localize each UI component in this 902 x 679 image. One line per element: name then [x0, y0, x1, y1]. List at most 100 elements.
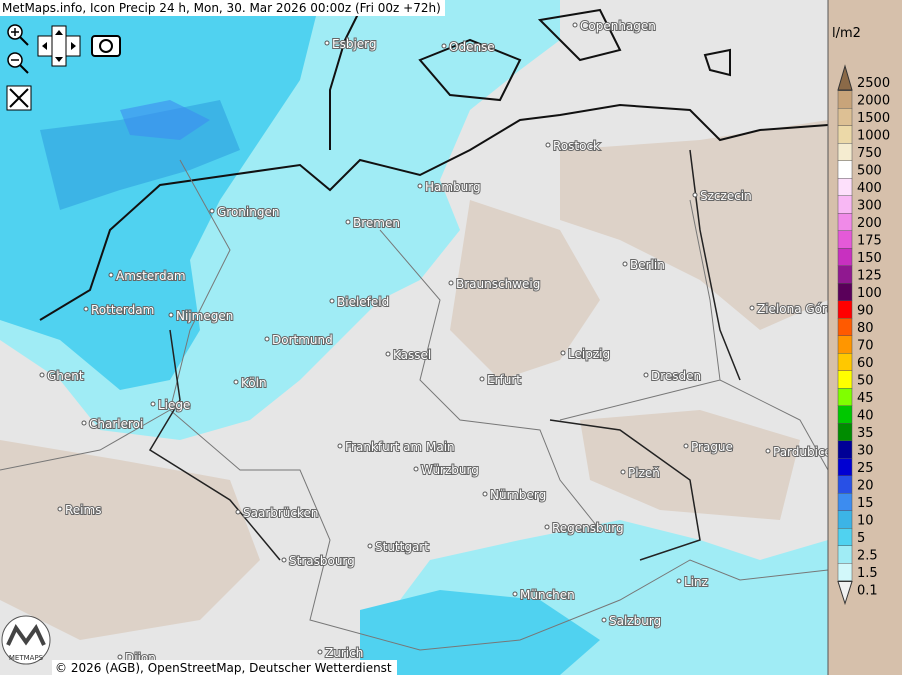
legend-swatch [837, 528, 853, 546]
logo-text: METMAPS [9, 654, 44, 662]
city-label: Zurich [325, 646, 363, 660]
precip-field [0, 0, 828, 675]
legend-label: 750 [857, 146, 882, 161]
legend-label: 20 [857, 479, 874, 494]
city-label: Copenhagen [580, 19, 656, 33]
legend-swatch [837, 388, 853, 406]
legend-swatch [837, 405, 853, 424]
legend-swatch [837, 458, 853, 476]
city-label: Dresden [651, 369, 701, 383]
city-label: Rostock [553, 139, 600, 153]
city-label: Erfurt [487, 373, 521, 387]
city-label: Salzburg [609, 614, 661, 628]
legend-swatch [837, 230, 853, 249]
city-label: Hamburg [425, 180, 481, 194]
city-dot [168, 312, 174, 318]
legend: 2500 2000 1500 1000 750 500 400 300 200 175 150 125… [837, 64, 890, 606]
legend-swatch [837, 510, 853, 529]
city-dot [643, 372, 649, 378]
legend-label: 2500 [857, 76, 890, 91]
fullscreen-button[interactable] [6, 85, 32, 111]
legend-label: 15 [857, 496, 874, 511]
legend-swatch [837, 475, 853, 494]
city-label: Charleroi [89, 417, 143, 431]
city-dot [683, 443, 689, 449]
city-dot [620, 469, 626, 475]
city-dot [545, 142, 551, 148]
city-dot [622, 261, 628, 267]
legend-swatch [837, 370, 853, 389]
screenshot-button[interactable] [91, 35, 121, 57]
city-labels: Copenhagen Esbjerg Odense Rostock Hamburg Szc… [39, 18, 835, 666]
city-dot [329, 298, 335, 304]
legend-swatch [837, 143, 853, 161]
city-label: Ghent [47, 369, 84, 383]
legend-label: 1.5 [857, 566, 878, 581]
legend-swatch [837, 64, 853, 91]
legend-label: 200 [857, 216, 882, 231]
city-dot [264, 336, 270, 342]
legend-label: 70 [857, 339, 874, 354]
legend-swatch [837, 125, 853, 144]
copyright: © 2026 (AGB), OpenStreetMap, Deutscher W… [55, 661, 392, 675]
borders [0, 159, 829, 651]
legend-swatch [837, 213, 853, 231]
legend-label: 175 [857, 234, 882, 249]
city-label: Linz [684, 575, 708, 589]
logo: METMAPS [1, 615, 51, 665]
legend-swatch [837, 160, 853, 179]
city-label: Bremen [353, 216, 400, 230]
city-dot [544, 524, 550, 530]
city-dot [385, 351, 391, 357]
city-dot [281, 557, 287, 563]
city-dot [317, 649, 323, 655]
city-dot [413, 466, 419, 472]
city-dot [209, 208, 215, 214]
city-label: Prague [691, 440, 733, 454]
title-background [0, 0, 445, 16]
zoom-in-button[interactable] [7, 24, 29, 46]
city-label: Szczecin [700, 189, 752, 203]
city-dot [337, 443, 343, 449]
zoom-out-button[interactable] [7, 52, 29, 74]
city-label: Würzburg [421, 463, 479, 477]
city-dot [479, 376, 485, 382]
city-dot [448, 280, 454, 286]
city-dot [572, 22, 578, 28]
city-label: Regensburg [552, 521, 624, 535]
city-label: Stuttgart [375, 540, 429, 554]
city-dot [560, 350, 566, 356]
legend-label: 1000 [857, 129, 890, 144]
city-label: Odense [449, 40, 495, 54]
legend-label: 500 [857, 164, 882, 179]
city-dot [235, 509, 241, 515]
city-label: Amsterdam [116, 269, 186, 283]
city-label: Berlin [630, 258, 665, 272]
city-label: Strasbourg [289, 554, 355, 568]
legend-label: 50 [857, 374, 874, 389]
city-dot [367, 543, 373, 549]
city-dot [150, 401, 156, 407]
legend-swatch [837, 581, 853, 606]
city-dot [482, 491, 488, 497]
map-title: MetMaps.info, Icon Precip 24 h, Mon, 30.… [2, 1, 441, 15]
city-label: Köln [241, 376, 267, 390]
legend-swatch [837, 90, 853, 109]
legend-label: 80 [857, 321, 874, 336]
city-label: Frankfurt am Main [345, 440, 455, 454]
copyright-background [52, 660, 397, 675]
city-dot [57, 506, 63, 512]
city-dot [81, 420, 87, 426]
city-dot [441, 43, 447, 49]
city-dot [692, 192, 698, 198]
legend-swatch [837, 248, 853, 266]
legend-label: 300 [857, 199, 882, 214]
city-dot [512, 591, 518, 597]
legend-label: 2.5 [857, 549, 878, 564]
city-label: Liege [158, 398, 190, 412]
city-label: Rotterdam [91, 303, 154, 317]
city-dot [233, 379, 239, 385]
pan-button[interactable] [37, 25, 81, 67]
legend-swatch [837, 300, 853, 319]
